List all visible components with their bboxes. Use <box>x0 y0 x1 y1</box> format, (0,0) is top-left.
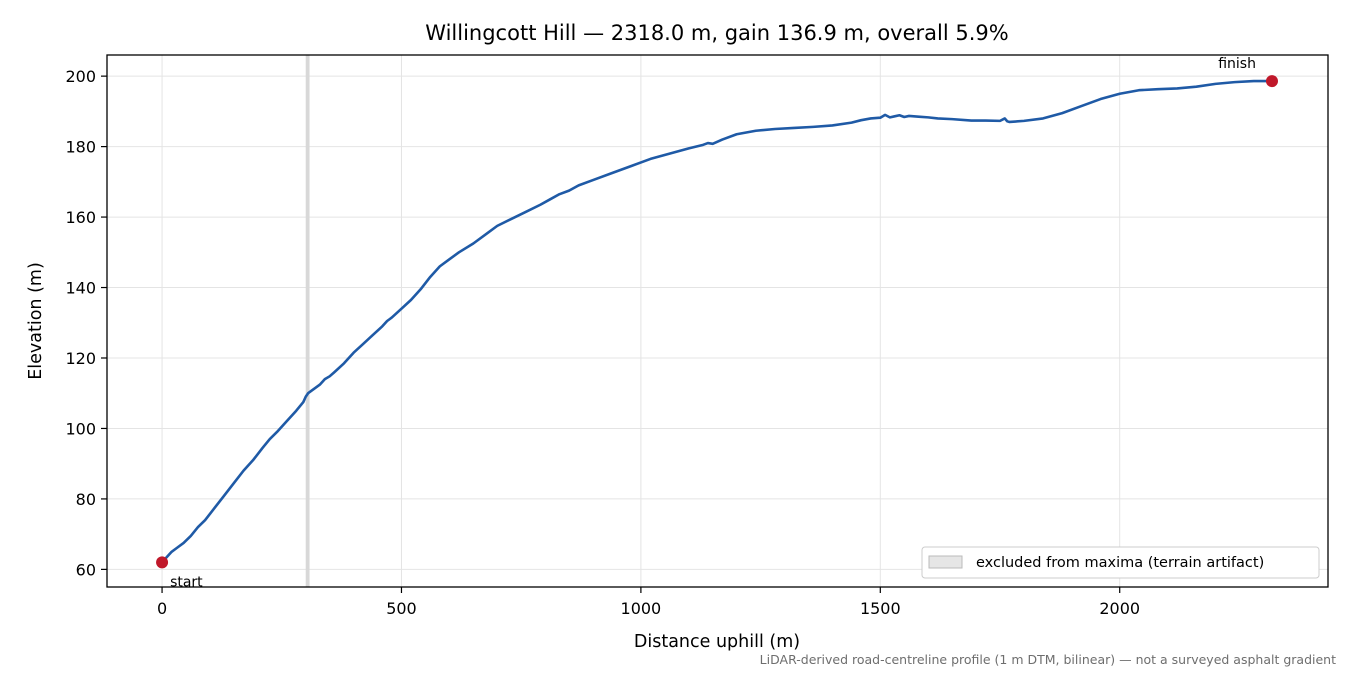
y-tick-label: 180 <box>65 138 96 157</box>
y-tick-label: 100 <box>65 419 96 438</box>
y-axis-ticks: 60 80 100 120 140 160 180 200 <box>65 67 107 579</box>
plot-background <box>107 55 1328 587</box>
excluded-region-band <box>305 55 310 587</box>
legend-swatch <box>928 555 963 569</box>
footnote: LiDAR-derived road-centreline profile (1… <box>760 652 1336 667</box>
legend-box <box>921 546 1320 579</box>
y-tick-label: 60 <box>76 560 96 579</box>
finish-marker <box>1265 75 1278 88</box>
y-tick-label: 80 <box>76 490 96 509</box>
plot-frame <box>106 54 1329 588</box>
y-tick-label: 140 <box>65 279 96 298</box>
legend: excluded from maxima (terrain artifact) <box>921 546 1320 579</box>
x-tick-label: 1000 <box>621 599 662 618</box>
legend-label: excluded from maxima (terrain artifact) <box>976 555 1264 571</box>
x-tick-label: 2000 <box>1099 599 1140 618</box>
x-axis-label: Distance uphill (m) <box>634 632 800 652</box>
endpoint-markers: start finish <box>156 56 1278 590</box>
x-axis-ticks: 0 500 1000 1500 2000 <box>157 587 1140 618</box>
y-tick-label: 200 <box>65 67 96 86</box>
y-tick-label: 160 <box>65 208 96 227</box>
y-axis-label: Elevation (m) <box>26 262 46 380</box>
x-tick-label: 500 <box>386 599 417 618</box>
x-tick-label: 0 <box>157 599 167 618</box>
start-marker <box>156 556 169 569</box>
y-tick-label: 120 <box>65 349 96 368</box>
grid-lines <box>107 55 1328 587</box>
chart-title: Willingcott Hill — 2318.0 m, gain 136.9 … <box>425 21 1008 45</box>
finish-label: finish <box>1218 56 1256 72</box>
start-label: start <box>170 574 203 590</box>
x-tick-label: 1500 <box>860 599 901 618</box>
elevation-line <box>160 79 1274 564</box>
plot-area: start finish <box>106 54 1329 590</box>
